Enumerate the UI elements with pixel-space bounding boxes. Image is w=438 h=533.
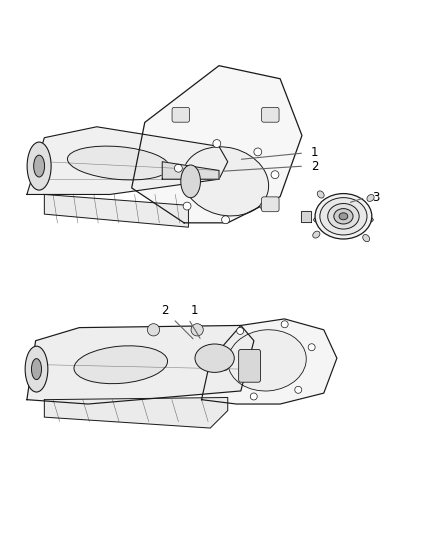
Circle shape (191, 324, 203, 336)
Circle shape (295, 386, 302, 393)
Ellipse shape (317, 191, 324, 198)
Ellipse shape (67, 146, 170, 180)
Ellipse shape (27, 142, 51, 190)
Text: 3: 3 (372, 191, 380, 204)
Ellipse shape (32, 359, 42, 379)
Ellipse shape (195, 344, 234, 373)
Circle shape (308, 344, 315, 351)
Circle shape (183, 202, 191, 210)
Polygon shape (27, 326, 254, 404)
Polygon shape (132, 66, 302, 223)
Ellipse shape (320, 198, 367, 235)
FancyBboxPatch shape (261, 107, 279, 122)
FancyBboxPatch shape (261, 197, 279, 212)
Ellipse shape (339, 213, 348, 220)
Ellipse shape (183, 147, 268, 216)
Ellipse shape (228, 330, 306, 391)
Polygon shape (27, 127, 228, 195)
Ellipse shape (328, 204, 359, 229)
Polygon shape (44, 195, 188, 227)
Circle shape (222, 216, 230, 224)
Circle shape (260, 202, 268, 210)
Polygon shape (301, 211, 311, 222)
Ellipse shape (74, 346, 168, 384)
Polygon shape (44, 398, 228, 428)
Ellipse shape (363, 235, 370, 241)
Text: 1: 1 (311, 147, 318, 159)
FancyBboxPatch shape (239, 350, 261, 382)
Circle shape (221, 364, 228, 370)
Circle shape (281, 321, 288, 328)
Circle shape (250, 393, 257, 400)
Text: 2: 2 (311, 159, 318, 173)
Polygon shape (162, 161, 219, 179)
Ellipse shape (314, 214, 373, 226)
Ellipse shape (315, 193, 372, 239)
Circle shape (254, 148, 262, 156)
Ellipse shape (181, 165, 201, 198)
Text: 2: 2 (161, 304, 169, 317)
Circle shape (148, 324, 159, 336)
Ellipse shape (367, 195, 374, 201)
Circle shape (213, 140, 221, 148)
Polygon shape (201, 319, 337, 404)
Circle shape (237, 327, 244, 334)
FancyBboxPatch shape (172, 107, 190, 122)
Circle shape (271, 171, 279, 179)
Ellipse shape (313, 231, 320, 238)
Ellipse shape (334, 208, 353, 224)
Text: 1: 1 (191, 304, 198, 317)
Circle shape (174, 164, 182, 172)
Ellipse shape (25, 346, 48, 392)
Ellipse shape (34, 155, 45, 177)
